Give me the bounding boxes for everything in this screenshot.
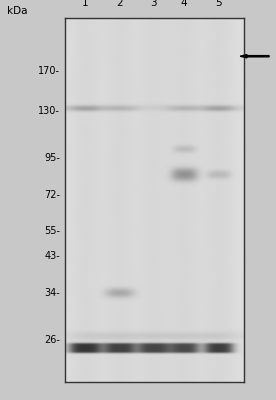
Text: 2: 2	[116, 0, 123, 8]
Text: 72-: 72-	[44, 190, 60, 200]
Text: 26-: 26-	[44, 335, 60, 345]
Text: 34-: 34-	[44, 288, 60, 298]
Text: 43-: 43-	[44, 252, 60, 262]
Text: 3: 3	[150, 0, 157, 8]
Text: kDa: kDa	[7, 6, 27, 16]
Text: 1: 1	[82, 0, 89, 8]
Text: 5: 5	[215, 0, 222, 8]
Text: 170-: 170-	[38, 66, 60, 76]
Text: 55-: 55-	[44, 226, 60, 236]
Text: 130-: 130-	[38, 106, 60, 116]
Text: 95-: 95-	[44, 153, 60, 163]
Text: 4: 4	[181, 0, 187, 8]
